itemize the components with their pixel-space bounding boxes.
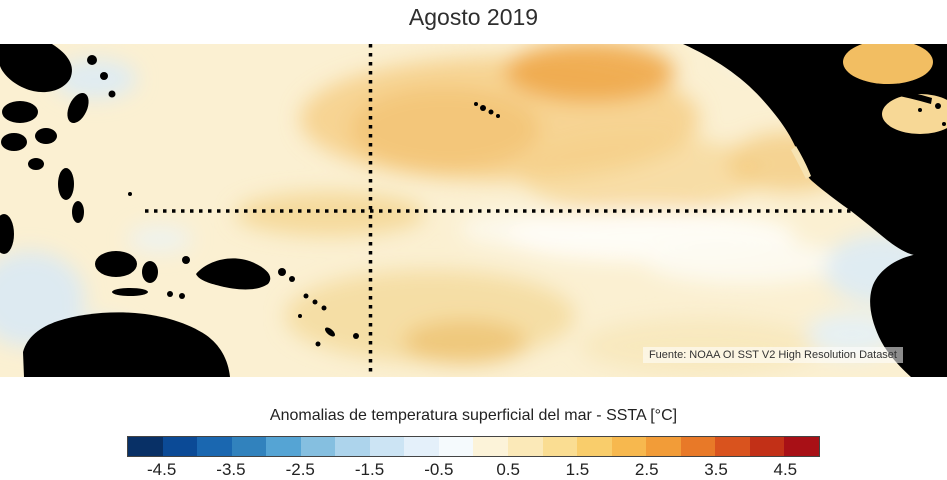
- colorbar-segment: [542, 437, 578, 456]
- gulf-caribbean-water: [791, 44, 947, 179]
- land-australia: [23, 312, 230, 377]
- colorbar-tick-label: 2.5: [634, 460, 659, 479]
- colorbar-segment: [369, 437, 405, 456]
- colorbar-segment: [162, 437, 198, 456]
- colorbar-segment: [715, 437, 750, 456]
- colorbar-segment: [231, 437, 267, 456]
- land-philippines: [58, 168, 74, 200]
- colorbar-tick-label: -1.5: [354, 460, 385, 479]
- land-new-guinea: [196, 258, 271, 290]
- colorbar-segments: [127, 436, 820, 457]
- figure-title: Agosto 2019: [408, 4, 539, 30]
- colorbar-segment: [611, 437, 647, 456]
- land-south-america: [870, 250, 947, 377]
- colorbar-ticks: -4.5 -3.5 -2.5 -1.5 -0.5 0.5 1.5 2.5 3.5 4.5: [127, 460, 820, 480]
- data-source-label: Fuente: NOAA OI SST V2 High Resolution D…: [642, 347, 903, 363]
- colorbar-caption: Anomalias de temperatura superficial del…: [269, 407, 678, 424]
- landmasses: [0, 44, 947, 377]
- colorbar-segment: [508, 437, 543, 456]
- colorbar-segment: [577, 437, 612, 456]
- land-borneo: [95, 251, 137, 277]
- colorbar-tick-label: -4.5: [147, 460, 177, 479]
- sst-anomaly-field: [0, 44, 935, 374]
- land-japan: [67, 93, 89, 123]
- colorbar: -4.5 -3.5 -2.5 -1.5 -0.5 0.5 1.5 2.5 3.5 4.5: [127, 436, 820, 480]
- colorbar-segment: [784, 437, 819, 456]
- colorbar-segment: [404, 437, 439, 456]
- land-hawaii: [474, 102, 500, 118]
- colorbar-tick-label: 0.5: [496, 460, 520, 479]
- colorbar-segment: [438, 437, 474, 456]
- colorbar-segment: [266, 437, 301, 456]
- colorbar-tick-label: -0.5: [424, 460, 454, 479]
- colorbar-segment: [680, 437, 716, 456]
- land-cuba: [877, 86, 932, 104]
- colorbar-segment: [335, 437, 370, 456]
- gulf-of-california: [791, 146, 811, 179]
- islands: [877, 86, 946, 138]
- land-north-america: [683, 44, 947, 258]
- colorbar-segment: [300, 437, 336, 456]
- map-canvas: [0, 44, 947, 377]
- colorbar-segment: [749, 437, 785, 456]
- land-asia: [0, 44, 72, 93]
- colorbar-tick-label: 4.5: [773, 460, 798, 479]
- sst-anomaly-map: Fuente: NOAA OI SST V2 High Resolution D…: [0, 44, 947, 377]
- colorbar-segment: [197, 437, 232, 456]
- colorbar-tick-label: -3.5: [216, 460, 246, 479]
- colorbar-segment: [128, 437, 163, 456]
- colorbar-tick-label: -2.5: [285, 460, 315, 479]
- colorbar-segment: [473, 437, 509, 456]
- colorbar-segment: [646, 437, 681, 456]
- colorbar-tick-label: 3.5: [704, 460, 728, 479]
- colorbar-tick-label: 1.5: [565, 460, 590, 479]
